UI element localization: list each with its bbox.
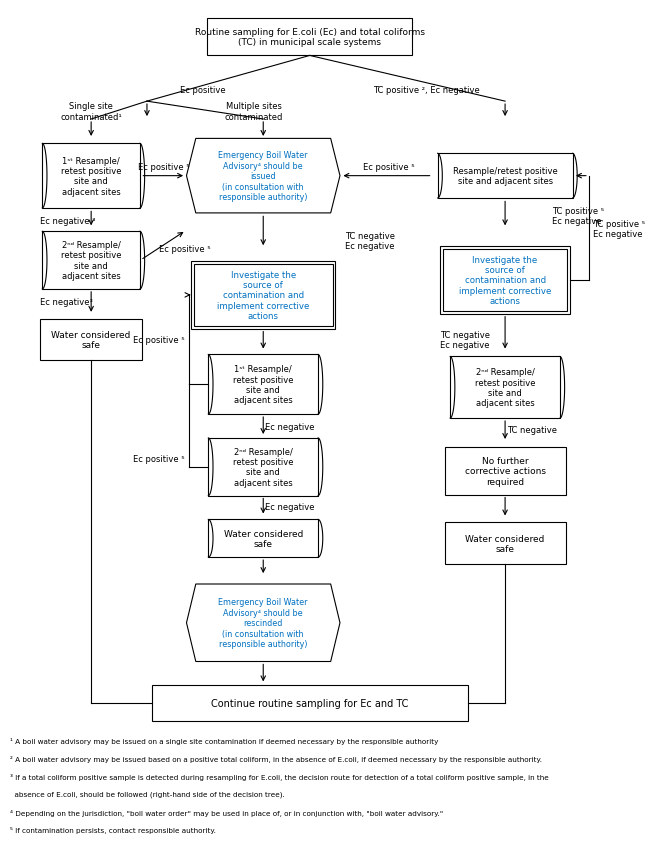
Text: Ec negative³: Ec negative³ [40,298,93,307]
Text: Ec positive ⁵: Ec positive ⁵ [138,163,190,171]
FancyBboxPatch shape [42,232,140,289]
FancyBboxPatch shape [40,319,142,361]
Text: Water considered
safe: Water considered safe [224,529,303,548]
FancyBboxPatch shape [152,685,468,722]
Text: Water considered
safe: Water considered safe [51,331,131,350]
Polygon shape [186,139,340,214]
Text: Ec positive ⁵: Ec positive ⁵ [133,455,184,464]
FancyBboxPatch shape [445,448,565,495]
FancyBboxPatch shape [191,262,335,329]
FancyBboxPatch shape [450,357,560,418]
Text: Single site
contaminated¹: Single site contaminated¹ [60,102,122,121]
Text: ⁴ Depending on the jurisdiction, "boil water order" may be used in place of, or : ⁴ Depending on the jurisdiction, "boil w… [10,808,443,815]
Text: Investigate the
source of
contamination and
implement corrective
actions: Investigate the source of contamination … [459,256,551,306]
Text: TC negative
Ec negative: TC negative Ec negative [345,232,395,251]
Text: Emergency Boil Water
Advisory⁴ should be
issued
(in consultation with
responsibl: Emergency Boil Water Advisory⁴ should be… [218,152,308,201]
Text: Water considered
safe: Water considered safe [465,534,544,554]
Text: Emergency Boil Water
Advisory⁴ should be
rescinded
(in consultation with
respons: Emergency Boil Water Advisory⁴ should be… [218,598,308,648]
Text: TC positive ⁵
Ec negative: TC positive ⁵ Ec negative [594,220,646,238]
Text: 2ⁿᵈ Resample/
retest positive
site and
adjacent sites: 2ⁿᵈ Resample/ retest positive site and a… [475,368,535,408]
Text: 2ⁿᵈ Resample/
retest positive
site and
adjacent sites: 2ⁿᵈ Resample/ retest positive site and a… [61,241,121,281]
Text: Routine sampling for E.coli (Ec) and total coliforms
(TC) in municipal scale sys: Routine sampling for E.coli (Ec) and tot… [195,28,424,47]
Text: TC positive ⁵
Ec negative: TC positive ⁵ Ec negative [552,207,604,226]
Text: Ec positive ⁵: Ec positive ⁵ [133,336,184,344]
Text: ¹ A boil water advisory may be issued on a single site contamination if deemed n: ¹ A boil water advisory may be issued on… [10,737,439,744]
Text: Ec negative ³: Ec negative ³ [40,217,96,226]
FancyBboxPatch shape [438,154,573,199]
FancyBboxPatch shape [42,144,140,208]
Text: Ec negative: Ec negative [265,503,315,511]
FancyBboxPatch shape [445,523,565,565]
Text: Ec positive ⁵: Ec positive ⁵ [363,163,415,171]
Text: Investigate the
source of
contamination and
implement corrective
actions: Investigate the source of contamination … [217,270,310,321]
Text: ³ If a total coliform positive sample is detected during resampling for E.coli, : ³ If a total coliform positive sample is… [10,773,549,780]
FancyBboxPatch shape [209,438,318,496]
Text: Multiple sites
contaminated: Multiple sites contaminated [225,102,283,121]
Text: TC negative
Ec negative: TC negative Ec negative [440,331,490,350]
Text: Ec positive ⁵: Ec positive ⁵ [159,245,211,253]
FancyBboxPatch shape [440,247,570,314]
Text: ² A boil water advisory may be issued based on a positive total coliform, in the: ² A boil water advisory may be issued ba… [10,755,543,762]
Text: Ec positive: Ec positive [180,85,226,95]
Text: Ec negative: Ec negative [265,422,315,431]
Text: absence of E.coli, should be followed (right-hand side of the decision tree).: absence of E.coli, should be followed (r… [10,790,285,797]
FancyBboxPatch shape [443,250,567,312]
Text: Continue routine sampling for Ec and TC: Continue routine sampling for Ec and TC [211,698,409,709]
Text: 1ˢᵗ Resample/
retest positive
site and
adjacent sites: 1ˢᵗ Resample/ retest positive site and a… [233,365,293,405]
Text: 2ⁿᵈ Resample/
retest positive
site and
adjacent sites: 2ⁿᵈ Resample/ retest positive site and a… [233,447,293,487]
FancyBboxPatch shape [209,520,318,558]
Text: Resample/retest positive
site and adjacent sites: Resample/retest positive site and adjace… [453,167,558,186]
FancyBboxPatch shape [209,355,318,415]
Text: No further
corrective actions
required: No further corrective actions required [464,456,546,486]
Text: TC negative: TC negative [507,426,557,435]
Polygon shape [186,585,340,662]
Text: TC positive ², Ec negative: TC positive ², Ec negative [373,85,480,95]
FancyBboxPatch shape [194,265,333,326]
Text: ⁵ If contamination persists, contact responsible authority.: ⁵ If contamination persists, contact res… [10,827,216,833]
FancyBboxPatch shape [207,19,412,56]
Text: 1ˢᵗ Resample/
retest positive
site and
adjacent sites: 1ˢᵗ Resample/ retest positive site and a… [61,157,121,196]
